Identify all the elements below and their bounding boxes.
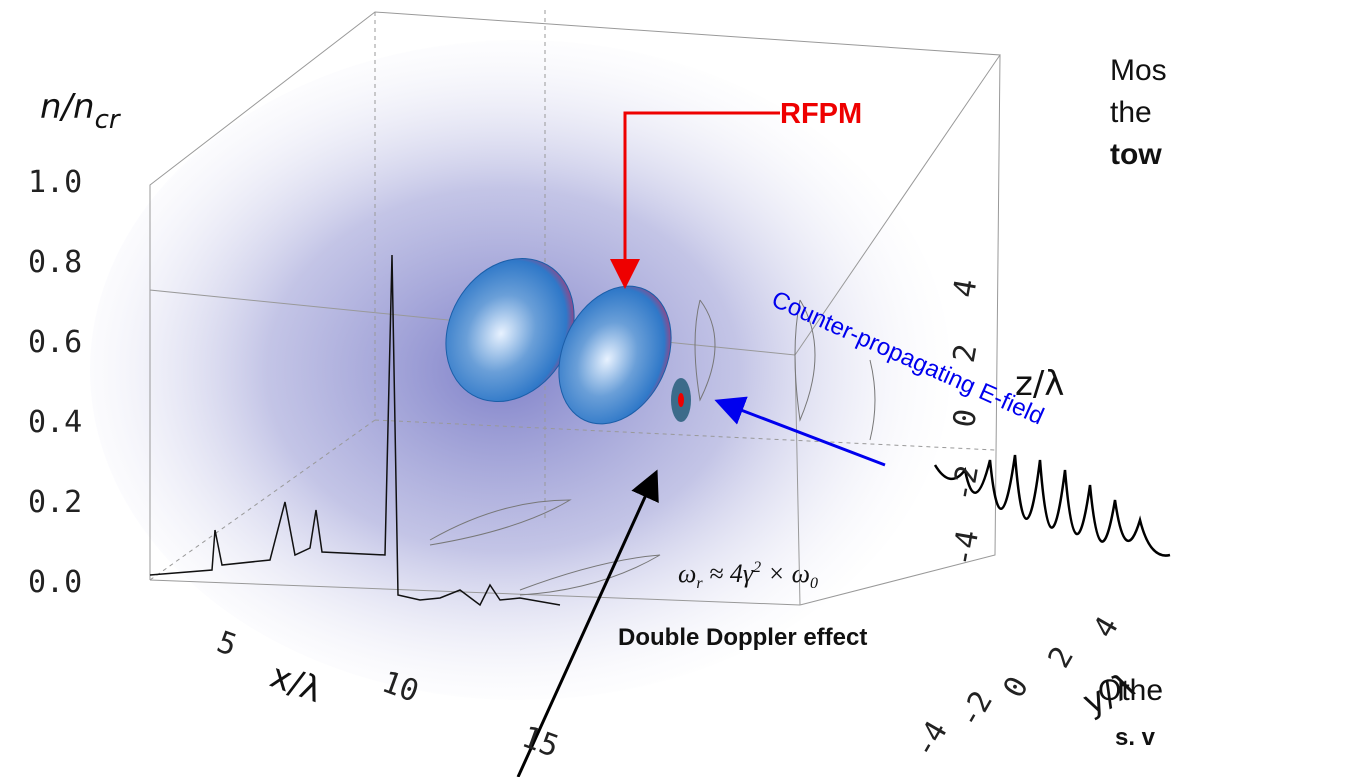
z-tick-label: 2 — [947, 341, 985, 365]
f: 0 — [810, 575, 818, 592]
n-tick-label: 0.8 — [28, 245, 82, 280]
y-tick-label: 2 — [1042, 641, 1081, 674]
f: 2 — [753, 559, 761, 576]
f: ≈ 4γ — [703, 559, 754, 588]
n-label: n/n — [40, 87, 95, 127]
side-text: Mos — [1110, 54, 1167, 87]
z-tick-label: 4 — [947, 276, 985, 300]
f: × ω — [761, 559, 810, 588]
y-tick-label: -4 — [907, 715, 955, 764]
side-text: the — [1110, 96, 1152, 129]
n-tick-label: 0.2 — [28, 485, 82, 520]
y-tick-label: -2 — [952, 685, 1000, 734]
n-tick-label: 0.0 — [28, 565, 82, 600]
y-tick-label: 0 — [997, 671, 1036, 704]
n-tick-label: 0.6 — [28, 325, 82, 360]
side-text: tow — [1110, 138, 1162, 171]
n-tick-label: 0.4 — [28, 405, 82, 440]
x-tick-label: 5 — [212, 625, 241, 664]
n-tick-label: 1.0 — [28, 165, 82, 200]
z-tick-label: 0 — [947, 406, 985, 430]
f: ω — [678, 559, 696, 588]
n-label-sub: cr — [95, 105, 122, 135]
z-tick-label: -2 — [945, 463, 986, 505]
x-tick-label: 15 — [517, 720, 563, 765]
z-tick-label: -4 — [945, 528, 986, 570]
slide: n/ncr x/λ y/λ z/λ RFPM Counter-propagati… — [0, 0, 1355, 777]
pulse-core — [678, 393, 684, 407]
y-tick-label: 4 — [1087, 611, 1126, 644]
x-axis-label: x/λ — [265, 656, 327, 711]
side-text: s. v — [1115, 724, 1156, 751]
n-axis-label: n/ncr — [40, 87, 122, 135]
doppler-label: Double Doppler effect — [618, 624, 867, 651]
rfpm-label: RFPM — [780, 98, 862, 130]
side-text: Othe — [1098, 674, 1163, 707]
